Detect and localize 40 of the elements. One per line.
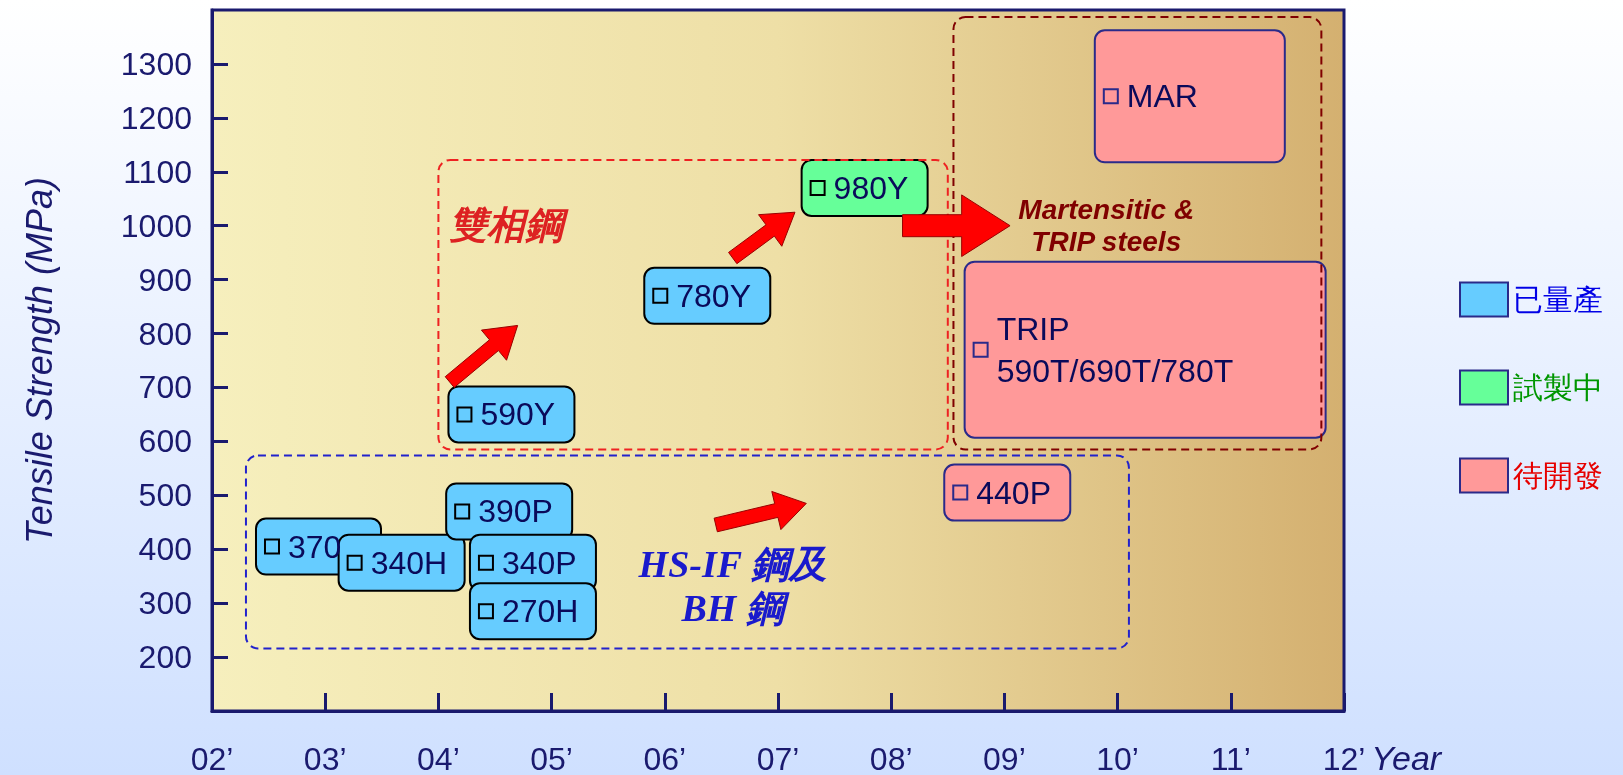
x-tick-label: 09’ (983, 741, 1026, 775)
y-axis-title: Tensile Strength (MPa) (18, 177, 60, 544)
annotation: 980Y (833, 169, 909, 206)
y-tick-label: 1000 (120, 207, 192, 244)
legend-label: 試製中 (1513, 371, 1603, 404)
y-tick-label: 1100 (123, 153, 192, 190)
x-tick-label: 05’ (530, 741, 573, 775)
annotation: 780Y (676, 277, 752, 314)
y-tick-label: 1300 (120, 45, 192, 82)
y-tick-label: 500 (138, 477, 192, 514)
annotation: 440P (976, 474, 1051, 511)
x-tick-label: 08’ (869, 741, 913, 775)
x-tick-label: 02’ (190, 741, 234, 775)
y-tick-label: 600 (138, 423, 192, 460)
y-tick-label: 400 (138, 531, 192, 568)
legend-label: 待開發 (1513, 459, 1603, 492)
x-tick-label: 11’ (1210, 741, 1251, 775)
x-tick-label: 03’ (303, 741, 347, 775)
annotation: 390P (478, 493, 553, 530)
annotation: 590Y (480, 396, 556, 433)
y-tick-label: 200 (138, 639, 192, 676)
y-tick-label: 800 (138, 315, 192, 352)
annotation: 270H (501, 593, 579, 630)
annotation: 340H (370, 544, 448, 581)
y-tick-label: 700 (138, 369, 192, 406)
annotation: MAR (1126, 78, 1198, 115)
x-tick-label: 10’ (1096, 741, 1139, 775)
x-axis-title: Year (1371, 739, 1443, 775)
y-tick-label: 900 (138, 261, 192, 298)
x-tick-label: 12’ (1322, 741, 1366, 775)
annotation: Martensitic & TRIP steels (1018, 193, 1195, 258)
legend-label: 已量產 (1513, 283, 1603, 316)
x-tick-label: 06’ (643, 741, 687, 775)
x-tick-label: 04’ (417, 741, 460, 775)
y-tick-label: 300 (138, 585, 192, 622)
x-tick-label: 07’ (756, 741, 800, 775)
annotation: TRIP 590T/690T/780T (996, 310, 1234, 389)
annotation: HS-IF 鋼及 BH 鋼 (638, 543, 827, 631)
annotation: 340P (501, 544, 577, 581)
y-tick-label: 1200 (120, 99, 192, 136)
